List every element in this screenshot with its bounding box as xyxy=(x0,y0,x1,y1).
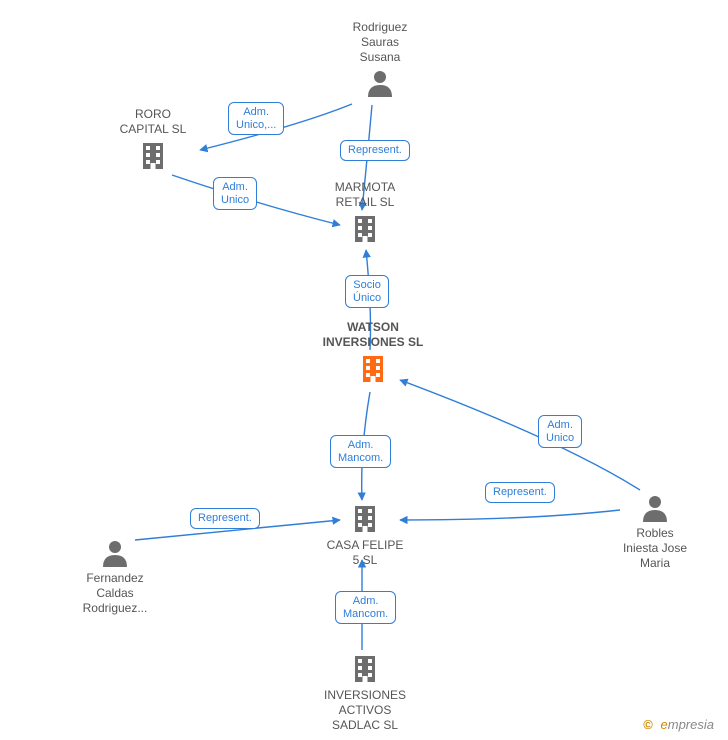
node-label: RORO CAPITAL SL xyxy=(108,107,198,137)
node-fernandez[interactable]: Fernandez Caldas Rodriguez... xyxy=(70,535,160,616)
diagram-canvas: Rodriguez Sauras Susana RORO CAPITAL SL … xyxy=(0,0,728,740)
watermark: © empresia xyxy=(643,717,714,732)
person-icon xyxy=(610,494,700,522)
company-icon xyxy=(310,654,420,684)
company-icon xyxy=(308,354,438,384)
node-label: Fernandez Caldas Rodriguez... xyxy=(70,571,160,616)
edge-label-watson-casafelipe: Adm. Mancom. xyxy=(330,435,391,468)
person-icon xyxy=(70,539,160,567)
brand-first-letter: e xyxy=(661,717,668,732)
company-icon xyxy=(315,504,415,534)
node-label: WATSON INVERSIONES SL xyxy=(308,320,438,350)
edge-label-rodriguez-marmota: Represent. xyxy=(340,140,410,161)
node-roro[interactable]: RORO CAPITAL SL xyxy=(108,107,198,175)
company-icon xyxy=(320,214,410,244)
node-label: INVERSIONES ACTIVOS SADLAC SL xyxy=(310,688,420,733)
node-marmota[interactable]: MARMOTA RETAIL SL xyxy=(320,180,410,248)
node-watson[interactable]: WATSON INVERSIONES SL xyxy=(308,320,438,388)
node-label: MARMOTA RETAIL SL xyxy=(320,180,410,210)
node-robles[interactable]: Robles Iniesta Jose Maria xyxy=(610,490,700,571)
brand-rest: mpresia xyxy=(668,717,714,732)
node-label: CASA FELIPE 5 SL xyxy=(315,538,415,568)
node-casafelipe[interactable]: CASA FELIPE 5 SL xyxy=(315,500,415,568)
node-inversiones[interactable]: INVERSIONES ACTIVOS SADLAC SL xyxy=(310,650,420,733)
company-icon xyxy=(108,141,198,171)
person-icon xyxy=(340,69,420,97)
edge-label-roro-marmota: Adm. Unico xyxy=(213,177,257,210)
node-label: Robles Iniesta Jose Maria xyxy=(610,526,700,571)
edge-robles-casafelipe xyxy=(400,510,620,520)
edge-robles-watson xyxy=(400,380,640,490)
edge-label-watson-marmota: Socio Único xyxy=(345,275,389,308)
edge-label-robles-watson: Adm. Unico xyxy=(538,415,582,448)
node-label: Rodriguez Sauras Susana xyxy=(340,20,420,65)
edge-label-robles-casafelipe: Represent. xyxy=(485,482,555,503)
edge-label-inversiones-casafelipe: Adm. Mancom. xyxy=(335,591,396,624)
edge-label-fernandez-casafelipe: Represent. xyxy=(190,508,260,529)
node-rodriguez[interactable]: Rodriguez Sauras Susana xyxy=(340,20,420,101)
copyright-symbol: © xyxy=(643,717,653,732)
edge-label-rodriguez-roro: Adm. Unico,... xyxy=(228,102,284,135)
